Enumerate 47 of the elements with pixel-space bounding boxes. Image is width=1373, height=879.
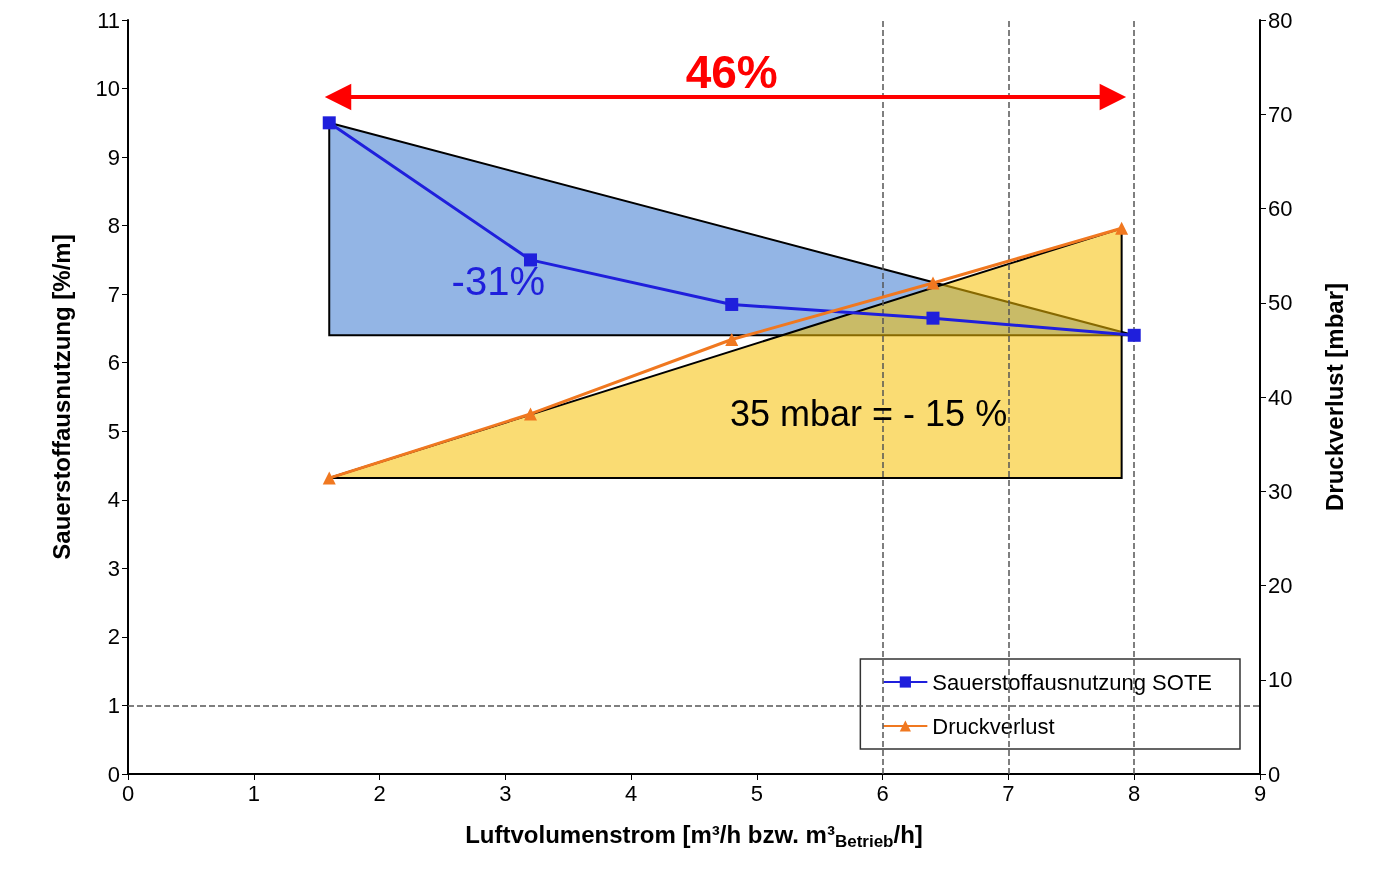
y2-tick-label: 80 (1268, 7, 1293, 33)
x-tick-label: 2 (373, 780, 386, 806)
y2-tick-label: 70 (1268, 101, 1293, 127)
annotation: 35 mbar = - 15 % (730, 393, 1008, 435)
legend-label: Druckverlust (932, 713, 1055, 739)
x-tick-label: 6 (876, 780, 889, 806)
y2-tick-label: 20 (1268, 573, 1293, 598)
y2-tick-label: 40 (1268, 384, 1293, 410)
y-tick-label: 11 (97, 7, 120, 33)
y2-tick-label: 30 (1268, 478, 1293, 504)
point (725, 333, 739, 347)
point (322, 116, 336, 130)
y-tick-label: 8 (107, 213, 120, 239)
point (523, 253, 537, 267)
point (322, 471, 336, 485)
x-tick-label: 7 (1002, 780, 1015, 806)
point (926, 276, 940, 290)
y2-tick-label: 50 (1268, 290, 1293, 316)
y-tick-label: 7 (107, 281, 120, 307)
point (1127, 328, 1141, 342)
x-tick-label: 8 (1128, 780, 1141, 806)
x-tick-label: 4 (624, 780, 638, 806)
annotation: 46% (685, 46, 778, 98)
point (926, 311, 940, 325)
legend-label: Sauerstoffausnutzung SOTE (932, 669, 1212, 695)
y-tick-label: 10 (95, 76, 120, 102)
y2-tick-label: 10 (1268, 667, 1293, 693)
y-tick-label: 4 (107, 487, 120, 513)
y-tick-label: 2 (107, 624, 120, 650)
annotation: -31% (451, 259, 545, 304)
y-tick-label: 1 (107, 692, 120, 718)
point (1115, 221, 1129, 235)
x-tick-label: 5 (750, 780, 764, 806)
y2-tick-label: 0 (1268, 761, 1281, 787)
point (725, 297, 739, 311)
y-tick-label: 0 (107, 761, 120, 787)
x-tick-label: 9 (1253, 780, 1267, 806)
x-tick-label: 3 (499, 780, 512, 806)
y2-tick-label: 60 (1268, 196, 1293, 221)
y-axis-title: Sauerstoffausnutzung [%/m] (47, 234, 75, 560)
point (523, 407, 537, 421)
y-tick-label: 3 (107, 555, 120, 581)
y-tick-label: 9 (107, 144, 120, 170)
y2-axis-title: Druckverlust [mbar] (1320, 282, 1348, 512)
x-tick-label: 1 (247, 780, 260, 806)
y-tick-label: 6 (107, 350, 120, 376)
y-tick-label: 5 (107, 418, 120, 444)
